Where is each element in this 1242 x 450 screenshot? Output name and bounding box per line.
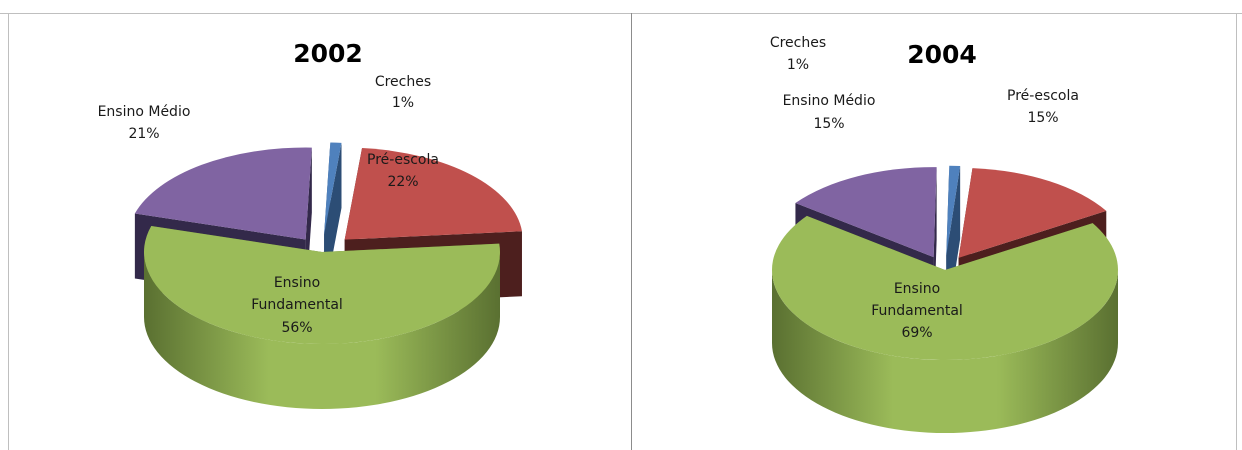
slice-value-1-0: 1% — [787, 57, 809, 73]
slice-value-0-0: 1% — [392, 95, 414, 111]
slice-top — [771, 215, 1118, 360]
slice-value-0-1: 22% — [387, 174, 418, 190]
slice-label-1-2-line-1: Fundamental — [871, 303, 963, 319]
slice-top — [795, 167, 937, 258]
slice-value-1-1: 15% — [1027, 110, 1058, 126]
slice-label-1-3: Ensino Médio — [783, 93, 876, 109]
chart-title-1: 2004 — [907, 40, 977, 69]
slice-label-1-2-line-0: Ensino — [894, 281, 940, 297]
slice-value-1-2: 69% — [901, 325, 932, 341]
slice-label-0-2-line-1: Fundamental — [251, 297, 343, 313]
slice-value-0-2: 56% — [281, 320, 312, 336]
slice-side-0 — [772, 270, 1118, 433]
slice-label-1-0: Creches — [770, 35, 826, 51]
chart-title-0: 2002 — [293, 39, 363, 68]
slice-top — [958, 168, 1107, 258]
slice-value-0-3: 21% — [128, 126, 159, 142]
slice-label-1-1: Pré-escola — [1007, 88, 1079, 104]
pie-slice-0-2 — [143, 226, 500, 409]
slice-label-0-2-line-0: Ensino — [274, 275, 320, 291]
slice-label-0-1: Pré-escola — [367, 152, 439, 168]
slice-top — [143, 226, 500, 344]
pie-slice-1-2 — [771, 215, 1118, 433]
pie-chart-2002: 2002 Creches 1% Pré-escola 22% Ensino Fundamen… — [98, 39, 522, 409]
slice-top — [134, 147, 312, 240]
slice-side-0 — [144, 252, 500, 409]
slice-top — [344, 148, 522, 240]
slice-value-1-3: 15% — [813, 116, 844, 132]
slice-label-0-0: Creches — [375, 74, 431, 90]
slice-label-0-3: Ensino Médio — [98, 104, 191, 120]
pie-chart-2004: 2004 Creches 1% Pré-escola 15% Ensino Fundamen… — [770, 35, 1118, 433]
slice-top — [324, 142, 342, 235]
slice-top — [946, 165, 961, 256]
